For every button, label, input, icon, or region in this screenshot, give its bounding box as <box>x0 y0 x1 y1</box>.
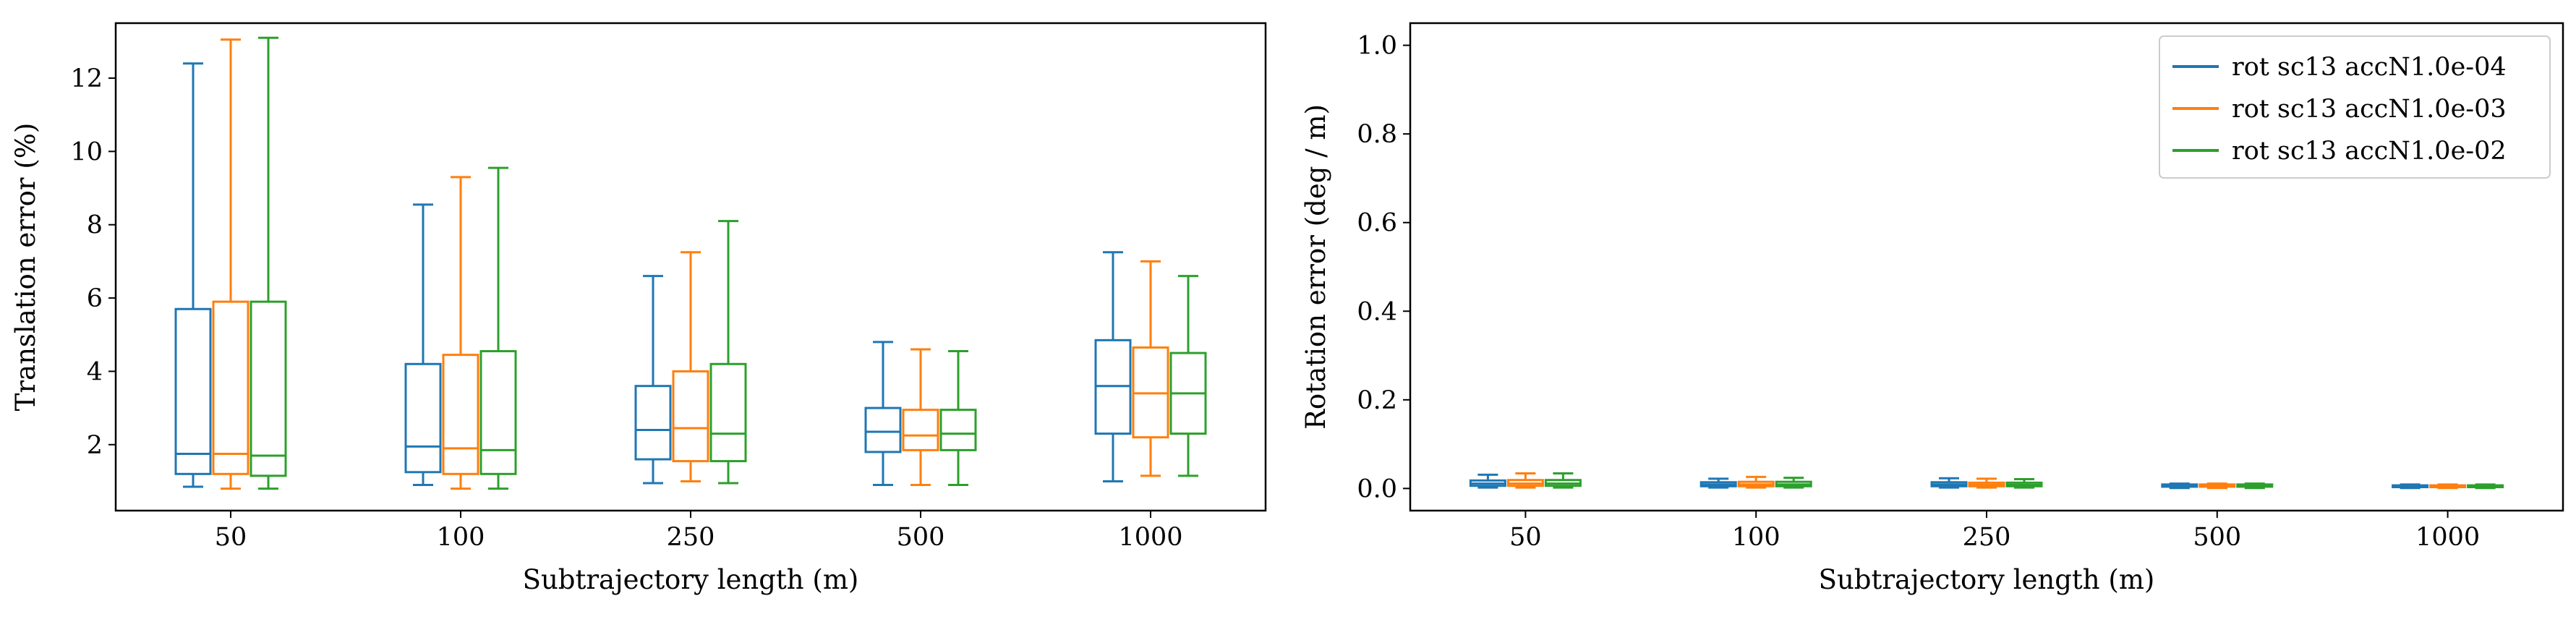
x-tick-label: 1000 <box>2415 523 2480 552</box>
box-plot <box>2161 482 2198 490</box>
box-iqr <box>479 350 517 475</box>
y-tick-label: 8 <box>87 211 103 240</box>
legend-label: rot sc13 accN1.0e-02 <box>2232 137 2507 166</box>
rotation-error-panel: 50 100 250 500 1000 0.0 0.2 0.4 0.6 0.8 1.0 Subtraj… <box>1300 22 2564 595</box>
y-tick-label: 10 <box>70 137 103 166</box>
box-plot <box>709 220 747 485</box>
y-tick-label: 0.4 <box>1357 297 1397 326</box>
box-plot <box>1968 477 2005 489</box>
x-axis-label: Subtrajectory length (m) <box>523 564 859 595</box>
x-tick-label: 50 <box>1509 523 1542 552</box>
box-plot <box>404 203 442 487</box>
box-plot <box>902 348 939 487</box>
box-iqr <box>902 409 939 451</box>
box-plot <box>939 350 977 487</box>
y-tick-label: 0.2 <box>1357 386 1397 415</box>
x-tick-label: 100 <box>1732 523 1780 552</box>
y-tick-label: 0.8 <box>1357 120 1397 149</box>
box-plot <box>672 251 709 482</box>
y-tick-label: 0.6 <box>1357 209 1397 238</box>
box-plot <box>442 176 479 490</box>
box-iqr <box>212 300 250 475</box>
x-tick-label: 1000 <box>1118 523 1182 552</box>
box-plot <box>864 341 902 487</box>
box-iqr <box>404 362 442 474</box>
box-plot <box>1930 477 1968 489</box>
box-plot <box>2005 477 2043 489</box>
x-tick-label: 50 <box>215 523 247 552</box>
y-axis-label: Rotation error (deg / m) <box>1300 104 1331 430</box>
box-plot <box>1775 477 1812 489</box>
y-tick-label: 12 <box>70 64 103 93</box>
box-iqr <box>709 362 747 463</box>
box-plot <box>2429 483 2467 490</box>
box-plot <box>479 166 517 490</box>
box-plot <box>1699 477 1737 489</box>
box-plot <box>2467 483 2504 490</box>
y-tick-label: 6 <box>87 284 103 313</box>
x-axis-label: Subtrajectory length (m) <box>1819 564 2155 595</box>
y-tick-label: 1.0 <box>1357 32 1397 61</box>
y-tick-label: 4 <box>87 357 103 386</box>
box-plot <box>250 36 287 490</box>
box-iqr <box>634 385 672 461</box>
legend: rot sc13 accN1.0e-04 rot sc13 accN1.0e-03… <box>2159 35 2551 179</box>
box-plot <box>2392 483 2429 490</box>
x-tick-label: 250 <box>1963 523 2011 552</box>
y-tick-label: 0.0 <box>1357 474 1397 503</box>
box-iqr <box>939 409 977 451</box>
box-plot <box>1094 251 1132 482</box>
box-plot <box>634 275 672 485</box>
box-plot <box>212 38 250 490</box>
box-iqr <box>250 300 287 477</box>
x-tick-label: 500 <box>897 523 945 552</box>
y-axis-label: Translation error (%) <box>10 123 41 412</box>
translation-error-panel: 50 100 250 500 1000 2 4 6 8 10 12 Subtrajectory len… <box>10 22 1267 595</box>
x-tick-label: 500 <box>2193 523 2241 552</box>
box-plot <box>1169 275 1207 477</box>
y-tick-label: 2 <box>87 431 103 460</box>
legend-label: rot sc13 accN1.0e-03 <box>2232 95 2507 124</box>
box-iqr <box>442 354 479 475</box>
legend-frame <box>2159 35 2551 179</box>
x-tick-label: 100 <box>437 523 485 552</box>
legend-label: rot sc13 accN1.0e-04 <box>2232 53 2507 82</box>
box-plot <box>1132 260 1169 477</box>
box-plot <box>1469 473 1506 489</box>
box-plot <box>2198 482 2236 490</box>
box-plot <box>2236 482 2274 490</box>
box-plot <box>174 62 212 488</box>
box-iqr <box>174 307 212 475</box>
box-plot <box>1737 475 1775 489</box>
box-plot <box>1506 472 1544 489</box>
box-iqr <box>864 406 902 453</box>
box-plot <box>1544 472 1582 489</box>
box-iqr <box>672 370 709 463</box>
x-tick-label: 250 <box>667 523 715 552</box>
